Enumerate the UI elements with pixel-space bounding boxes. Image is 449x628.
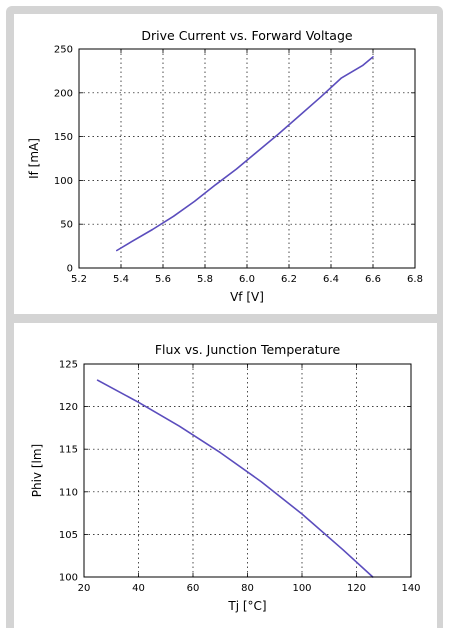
chart-title: Flux vs. Junction Temperature	[155, 342, 341, 357]
series-line	[96, 379, 374, 578]
chart-flux-vs-temperature: Flux vs. Junction Temperature 20 40 60 80 100…	[30, 342, 421, 613]
x-tick-label: 120	[347, 583, 366, 594]
y-tick-label: 115	[59, 445, 78, 456]
x-tick-label: 5.6	[155, 274, 171, 285]
x-tick-label: 6.2	[281, 274, 297, 285]
x-axis-label: Vf [V]	[230, 290, 264, 304]
y-axis-label: If [mA]	[27, 138, 41, 179]
x-tick-label: 100	[292, 583, 311, 594]
x-tick-label: 6.8	[407, 274, 423, 285]
x-tick-label: 60	[187, 583, 200, 594]
y-tick-label: 100	[59, 573, 78, 584]
x-tick-label: 5.8	[197, 274, 213, 285]
chart-title: Drive Current vs. Forward Voltage	[141, 28, 353, 43]
plot-area-border	[83, 363, 412, 578]
x-tick-label: 5.4	[113, 274, 129, 285]
x-tick-label: 40	[132, 583, 145, 594]
plot-area-border	[78, 48, 416, 269]
series-line	[116, 56, 374, 252]
x-tick-label: 80	[241, 583, 254, 594]
y-tick-label: 110	[59, 487, 78, 498]
x-tick-label: 6.4	[323, 274, 339, 285]
y-tick-label: 150	[54, 132, 73, 143]
x-tick-label: 140	[401, 583, 420, 594]
y-tick-label: 100	[54, 176, 73, 187]
y-tick-label: 200	[54, 88, 73, 99]
y-tick-label: 120	[59, 402, 78, 413]
y-tick-label: 250	[54, 45, 73, 56]
y-tick-label: 50	[60, 220, 73, 231]
y-tick-label: 0	[67, 264, 73, 275]
y-tick-label: 105	[59, 530, 78, 541]
y-tick-label: 125	[59, 360, 78, 371]
x-tick-label: 6.6	[365, 274, 381, 285]
chart-panel-current-voltage: Drive Current vs. Forward Voltage 5.2 5.4 5…	[14, 14, 437, 314]
x-axis-label: Tj [°C]	[227, 599, 266, 613]
x-tick-label: 20	[78, 583, 91, 594]
chart-panel-flux-temperature: Flux vs. Junction Temperature 20 40 60 80 100…	[14, 323, 437, 628]
x-tick-label: 5.2	[71, 274, 87, 285]
y-axis-label: Phiv [lm]	[30, 444, 44, 497]
chart-current-vs-voltage: Drive Current vs. Forward Voltage 5.2 5.4 5…	[27, 28, 423, 304]
x-tick-label: 6.0	[239, 274, 255, 285]
